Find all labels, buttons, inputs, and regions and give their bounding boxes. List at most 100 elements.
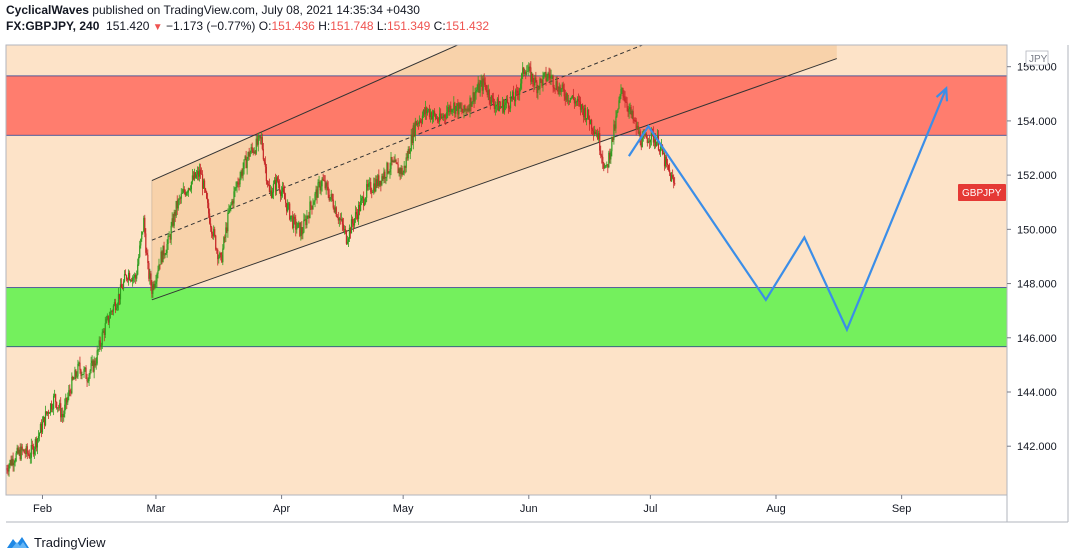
candle-body	[259, 135, 261, 139]
candle-body	[662, 153, 665, 155]
candle-body	[643, 134, 645, 136]
candle-body	[371, 192, 373, 194]
candle-body	[538, 86, 540, 89]
candle-body	[161, 251, 163, 263]
x-tick-label: May	[393, 503, 414, 515]
candle-body	[55, 394, 57, 402]
candle-body	[120, 284, 123, 288]
candle-body	[231, 200, 233, 205]
candle-body	[394, 159, 396, 163]
publish-details: published on TradingView.com, July 08, 2…	[88, 3, 420, 17]
open-label: O:	[258, 19, 272, 33]
candle-body	[234, 187, 236, 192]
candle-body	[326, 182, 328, 187]
candle-body	[248, 152, 250, 157]
candle-body	[204, 188, 207, 192]
candle-body	[25, 446, 27, 454]
candle-body	[568, 100, 570, 102]
candle-body	[658, 149, 661, 152]
candle-body	[316, 189, 318, 198]
candle-body	[372, 191, 374, 193]
candle-body	[460, 107, 462, 109]
candle-body	[111, 311, 113, 313]
candle-body	[567, 100, 569, 102]
candle-body	[623, 96, 625, 98]
candle-body	[468, 108, 470, 112]
tradingview-brand[interactable]: TradingView	[34, 534, 106, 550]
candle-body	[6, 468, 8, 471]
candle-body	[242, 168, 244, 176]
candle-body	[92, 360, 94, 372]
candle-body	[288, 203, 290, 205]
candle-body	[314, 193, 316, 202]
candle-body	[58, 407, 60, 409]
candle-body	[80, 369, 82, 376]
candle-body	[499, 106, 502, 108]
candle-body	[473, 92, 475, 102]
candle-body	[426, 110, 429, 114]
candle-body	[631, 111, 633, 115]
candle-body	[101, 332, 103, 346]
candles	[6, 61, 676, 477]
candle-body	[481, 80, 483, 91]
candle-body	[322, 178, 324, 181]
candle-body	[672, 175, 674, 178]
candle-body	[565, 93, 567, 100]
candle-body	[494, 106, 496, 109]
candle-body	[528, 66, 530, 71]
candle-body	[193, 172, 196, 180]
candle-body	[245, 156, 247, 169]
candle-body	[504, 102, 507, 105]
candle-body	[512, 91, 515, 100]
candle-body	[655, 142, 658, 147]
candle-body	[246, 158, 248, 169]
candle-body	[137, 264, 139, 275]
candle-body	[559, 86, 561, 92]
candle-body	[140, 239, 142, 246]
candle-body	[14, 461, 16, 463]
forecast-path	[627, 87, 948, 333]
candle-body	[543, 73, 545, 76]
candle-body	[390, 157, 392, 169]
candle-body	[586, 109, 589, 119]
candle-body	[138, 256, 140, 265]
candle-body	[182, 189, 184, 193]
candle-body	[127, 272, 130, 280]
candle-body	[47, 411, 50, 414]
candle-body	[438, 120, 440, 122]
candle-body	[24, 453, 26, 454]
author-name[interactable]: CyclicalWaves	[6, 3, 89, 17]
y-tick-label: 148.000	[1017, 279, 1057, 291]
candle-body	[43, 416, 46, 426]
candle-body	[630, 107, 632, 115]
candle-body	[545, 72, 547, 81]
candle-body	[516, 90, 518, 92]
candle-body	[240, 171, 242, 178]
candle-body	[637, 125, 639, 134]
candle-body	[553, 87, 555, 89]
candle-body	[345, 230, 348, 244]
high-label: H:	[318, 19, 331, 33]
candle-body	[265, 166, 267, 182]
candle-body	[638, 131, 640, 134]
candle-body	[22, 449, 24, 451]
candle-body	[435, 117, 438, 119]
price-chart[interactable]: 142.000 144.000 146.000 148.000 150.000 152.0…	[0, 0, 1073, 530]
y-tick-label: 152.000	[1017, 170, 1057, 182]
candle-body	[407, 149, 409, 159]
candle-body	[9, 460, 11, 466]
candle-body	[312, 204, 314, 210]
candle-body	[493, 104, 495, 109]
x-tick-label: Aug	[766, 503, 786, 515]
candle-body	[184, 191, 186, 196]
candle-body	[476, 89, 478, 92]
candle-body	[223, 237, 225, 249]
candle-body	[595, 132, 597, 135]
candle-body	[440, 113, 442, 119]
candle-body	[83, 369, 85, 375]
candle-body	[319, 182, 321, 191]
candle-body	[530, 67, 532, 82]
candle-body	[408, 149, 410, 154]
candle-body	[449, 105, 451, 113]
candle-body	[331, 193, 333, 200]
